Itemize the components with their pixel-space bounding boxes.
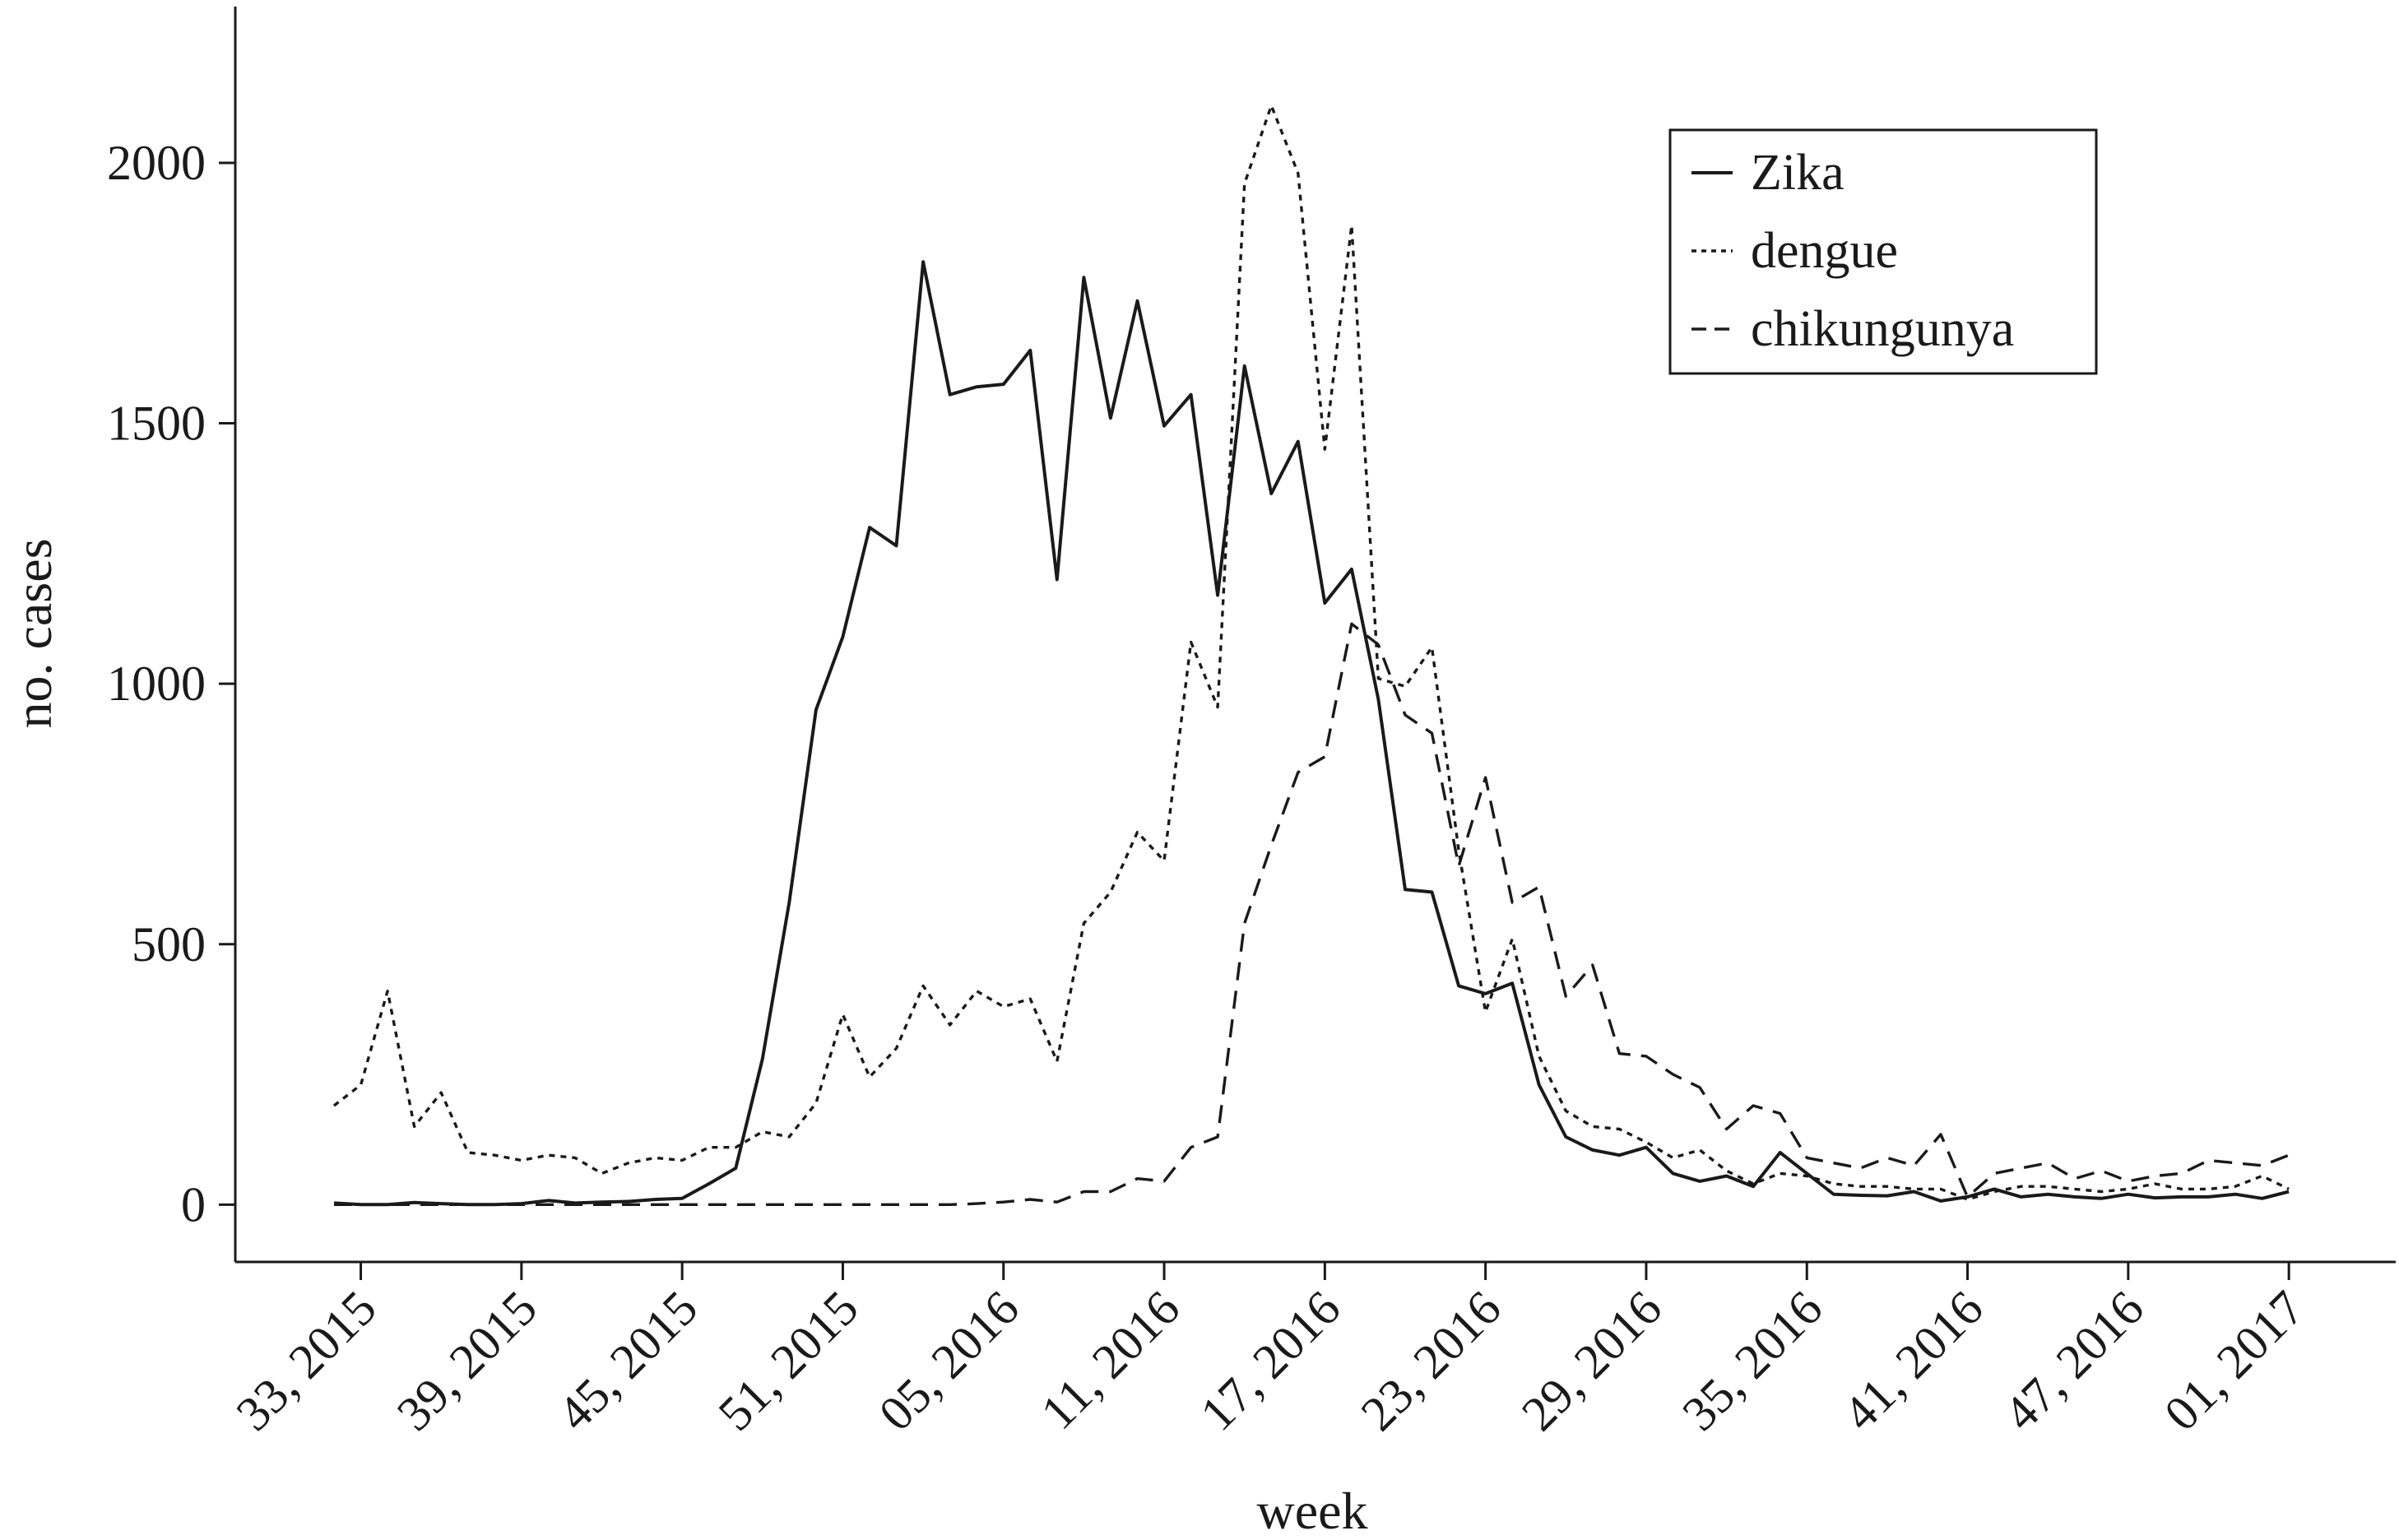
series-line-zika (333, 260, 2290, 1207)
series-line-chikungunya (334, 622, 2290, 1207)
legend-label-dengue: dengue (1751, 223, 1898, 279)
legend-label-zika: Zika (1751, 145, 1844, 201)
x-tick-label: 41, 2016 (1833, 1281, 1993, 1441)
y-axis-label: no. cases (4, 538, 63, 728)
x-tick-label: 39, 2015 (387, 1281, 547, 1441)
legend-label-chikungunya: chikungunya (1751, 301, 2014, 357)
x-tick-label: 17, 2016 (1190, 1281, 1350, 1441)
x-tick-label: 11, 2016 (1031, 1281, 1190, 1440)
series-line-dengue (332, 104, 2290, 1201)
x-tick-label: 35, 2016 (1672, 1281, 1832, 1441)
legend: Zika dengue chikungunya (1668, 128, 2098, 375)
x-tick-label: 01, 2017 (2154, 1281, 2314, 1441)
y-tick-label: 2000 (107, 136, 206, 190)
y-tick-label: 1000 (107, 656, 206, 711)
x-tick-label: 29, 2016 (1511, 1281, 1672, 1441)
series-layer (332, 104, 2290, 1207)
y-ticks: 0 500 1000 1500 2000 (107, 136, 235, 1232)
legend-box (1668, 128, 2098, 375)
x-tick-label: 47, 2016 (1993, 1281, 2154, 1441)
x-tick-label: 51, 2015 (708, 1281, 868, 1441)
y-tick-label: 1500 (107, 397, 206, 451)
x-tick-label: 23, 2016 (1351, 1281, 1511, 1441)
y-tick-label: 500 (132, 917, 206, 972)
x-axis-label: week (1256, 1482, 1367, 1540)
x-tick-label: 33, 2015 (226, 1281, 387, 1441)
y-tick-label: 0 (181, 1177, 206, 1232)
axes (234, 7, 2396, 1264)
x-ticks: 33, 2015 39, 2015 45, 2015 51, 2015 05, 2016… (226, 1262, 2314, 1441)
x-tick-label: 45, 2015 (547, 1281, 708, 1441)
x-tick-label: 05, 2016 (869, 1281, 1029, 1441)
